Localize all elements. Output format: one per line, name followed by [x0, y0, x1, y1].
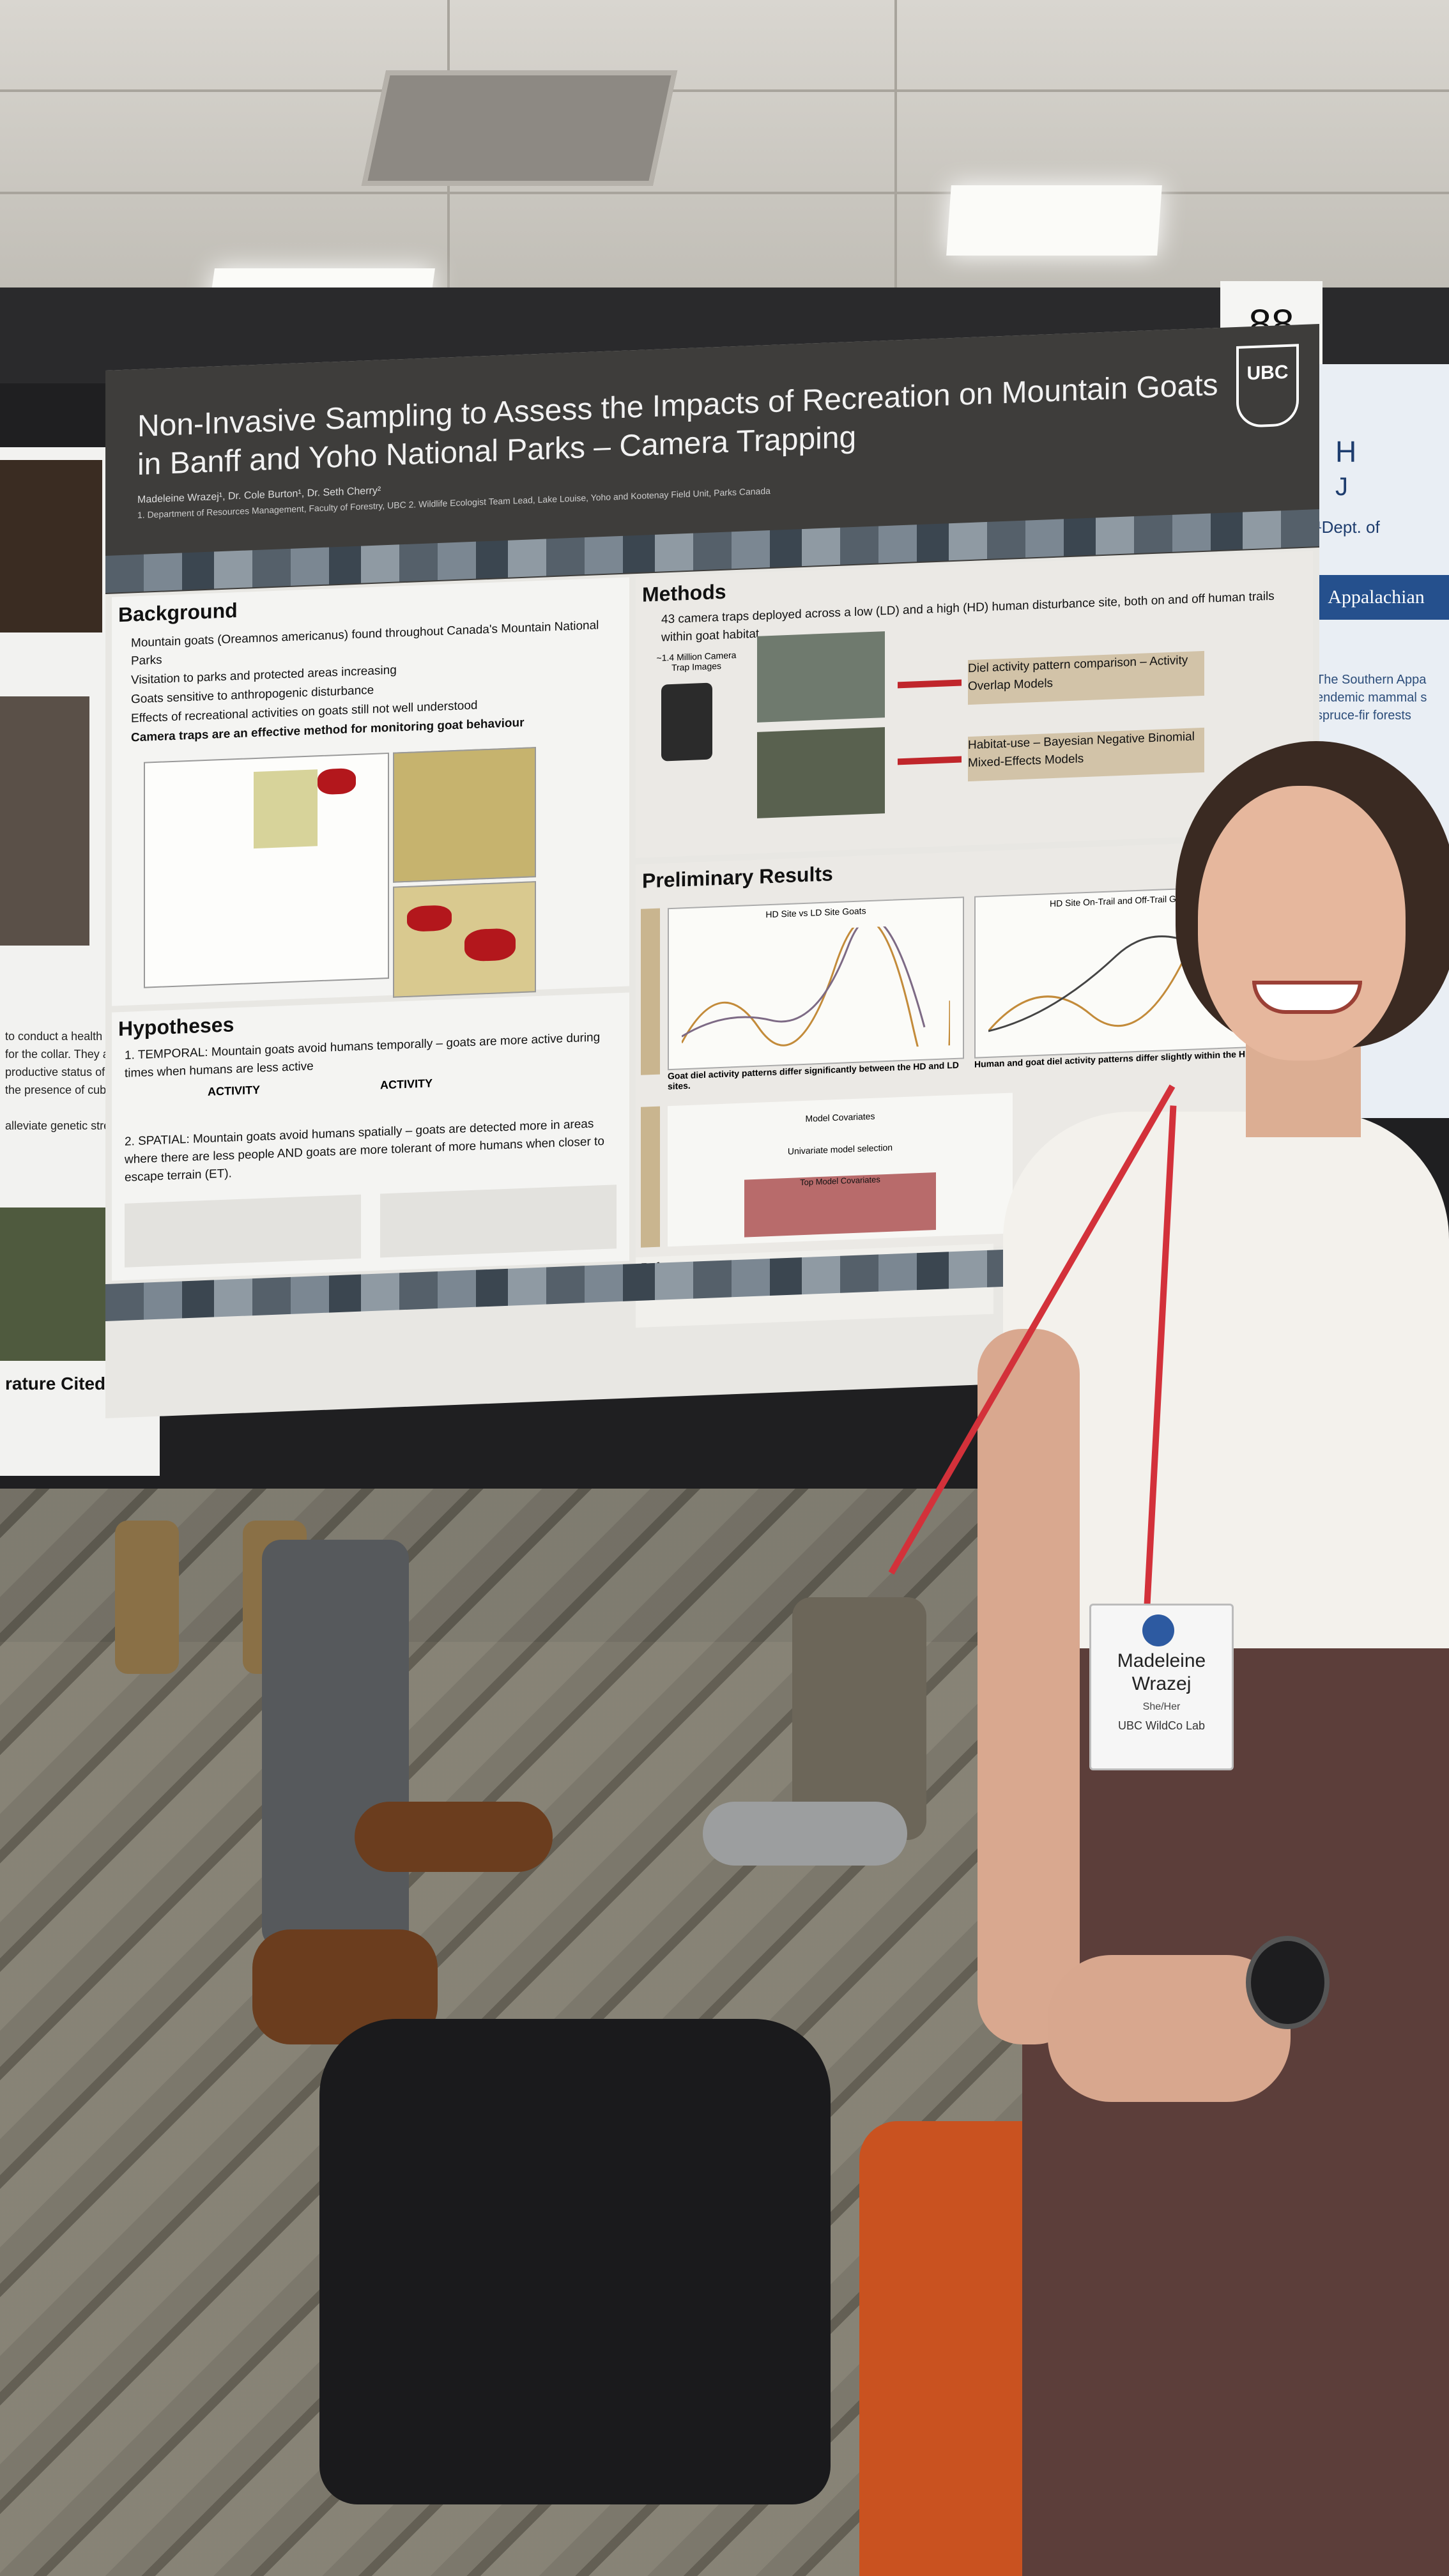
presenter-pants — [1022, 1648, 1449, 2576]
presenter-arm — [977, 1329, 1080, 2044]
activity-label: ACTIVITY — [208, 1083, 261, 1098]
activity-label: ACTIVITY — [380, 1077, 433, 1092]
diel-model-box: Diel activity pattern comparison – Activ… — [968, 650, 1204, 705]
presenter-smile — [1252, 981, 1362, 1014]
camera-trap-photo — [757, 631, 885, 723]
person-pants — [262, 1540, 409, 1949]
badge-first-name: Madeleine — [1117, 1650, 1206, 1671]
habitat-results: Model Covariates Univariate model select… — [668, 1092, 1013, 1247]
presenter-face — [1198, 786, 1406, 1061]
images-label: ~1.4 Million Camera Trap Images — [656, 650, 737, 673]
hypothesis-item: 2. SPATIAL: Mountain goats avoid humans … — [125, 1117, 604, 1184]
hypotheses-section: Hypotheses 1. TEMPORAL: Mountain goats a… — [112, 992, 629, 1281]
name-badge: Madeleine Wrazej She/Her UBC WildCo Lab — [1089, 1604, 1234, 1770]
ceiling-light — [946, 185, 1162, 256]
leather-shoe — [355, 1802, 553, 1872]
watch-icon — [1246, 1936, 1330, 2029]
camera-trap-icon — [661, 682, 712, 762]
neighbor-dept: ¹Dept. of — [1316, 518, 1380, 537]
person-legs — [115, 1521, 179, 1674]
map-site-marker — [464, 928, 516, 962]
study-area-map — [144, 752, 389, 988]
badge-lab: UBC WildCo Lab — [1117, 1719, 1206, 1732]
sneaker — [703, 1802, 907, 1866]
chart-title: HD Site vs LD Site Goats — [765, 905, 866, 920]
habitat-model-box: Habitat-use – Bayesian Negative Binomial… — [968, 727, 1204, 782]
neighbor-text-line: to conduct a health — [5, 1030, 103, 1043]
literature-heading: rature Cited — [5, 1374, 106, 1393]
background-heading: Background — [118, 599, 238, 627]
hypothesis-icons-right — [380, 1184, 617, 1258]
ceiling-grid-line — [0, 192, 1449, 194]
neighbor-text: The Southern Appa endemic mammal s spruc… — [1316, 673, 1427, 723]
neighbor-text-line: productive status of — [5, 1066, 105, 1078]
map-site-marker — [318, 767, 356, 795]
map-site-marker — [407, 905, 452, 932]
diel-side-label — [641, 908, 660, 1075]
camera-trap-photo — [757, 727, 885, 818]
neighbor-logo: Appalachian — [1303, 575, 1449, 620]
neighbor-text-line: the presence of cubs — [5, 1084, 112, 1096]
badge-pronouns: She/Her — [1142, 1701, 1181, 1712]
badge-last-name: Wrazej — [1131, 1673, 1192, 1694]
methods-heading: Methods — [642, 579, 726, 606]
conference-logo-icon — [1142, 1614, 1174, 1646]
arrow-icon — [898, 756, 962, 765]
covariates-label: Model Covariates — [805, 1110, 875, 1124]
neighbor-text-line: for the collar. They are — [5, 1048, 119, 1061]
ceiling-grid-line — [0, 89, 1449, 92]
hypothesis-icons-left — [125, 1194, 361, 1268]
site-map-ld — [393, 881, 536, 998]
habitat-side-label — [641, 1106, 660, 1248]
neighbor-title: J — [1335, 473, 1348, 501]
diel-chart-1: HD Site vs LD Site Goats — [668, 896, 964, 1071]
arrow-icon — [898, 679, 962, 689]
site-map-hd — [393, 747, 536, 883]
map-park-area — [254, 769, 318, 849]
bear-photo — [0, 460, 102, 632]
field-photo — [0, 696, 89, 946]
ubc-logo: UBC — [1236, 344, 1299, 429]
hypotheses-heading: Hypotheses — [118, 1013, 234, 1041]
neighbor-text-line: alleviate genetic stress — [5, 1119, 122, 1132]
results-heading: Preliminary Results — [642, 862, 833, 893]
univariate-label: Univariate model selection — [787, 1142, 893, 1156]
neighbor-title: H — [1335, 435, 1357, 468]
ceiling-grid-line — [894, 0, 897, 288]
diel-curves — [682, 924, 950, 1056]
person-pants — [792, 1597, 926, 1840]
background-section: Background Mountain goats (Oreamnos amer… — [112, 577, 629, 1006]
backpack — [319, 2019, 831, 2504]
ceiling-vent — [361, 70, 678, 186]
top-model-box: Top Model Covariates — [744, 1172, 936, 1238]
